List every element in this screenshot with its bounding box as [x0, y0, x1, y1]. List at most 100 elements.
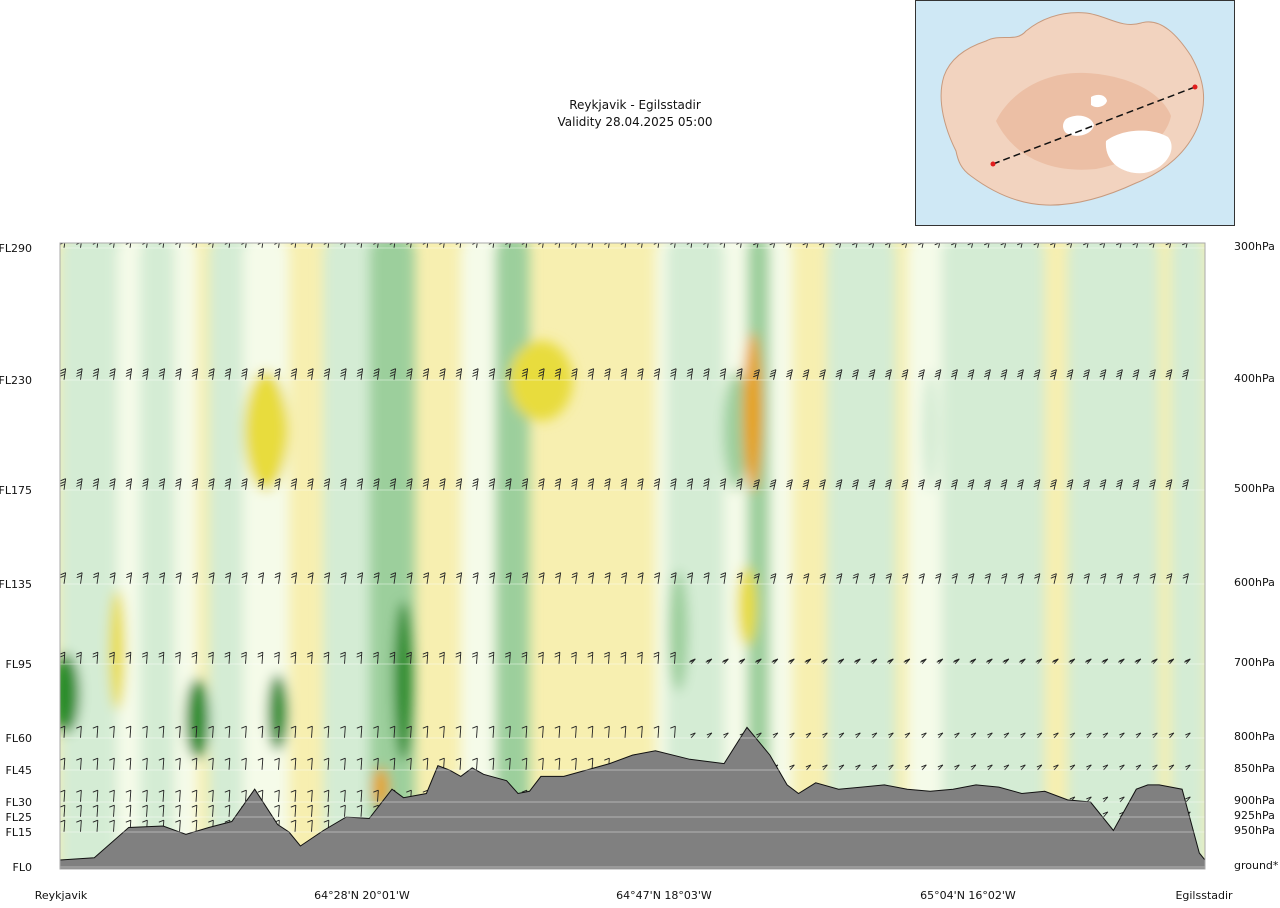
wind-barb: [620, 725, 627, 739]
wind-barb: [406, 478, 413, 491]
plot-frame: [59, 242, 1206, 870]
wind-barb: [356, 478, 364, 491]
wind-barb: [389, 725, 396, 739]
wind-barb: [224, 368, 232, 381]
wind-barb: [158, 804, 165, 818]
wind-barb: [1152, 764, 1158, 771]
wind-barb: [290, 725, 297, 739]
wind-barb: [902, 573, 909, 585]
wind-barb: [604, 572, 611, 585]
wind-barb: [290, 368, 298, 381]
wind-barb: [1017, 573, 1024, 585]
wind-barb: [835, 369, 843, 381]
wind-barb: [340, 725, 346, 739]
wind-barb: [968, 573, 975, 585]
wind-barb: [934, 479, 942, 491]
y-left-tick-label: FL45: [6, 764, 32, 777]
wind-barb: [753, 369, 760, 381]
wind-barb: [903, 658, 911, 665]
wind-barb: [92, 651, 99, 665]
wind-barb: [224, 725, 231, 739]
wind-barb: [455, 725, 462, 739]
wind-barb: [805, 732, 812, 739]
route-map: [915, 0, 1235, 226]
wind-barb: [934, 369, 942, 381]
wind-barb: [870, 658, 878, 665]
wind-barb: [75, 651, 82, 665]
wind-barb: [125, 478, 133, 491]
wind-barb: [92, 478, 100, 491]
wind-barb: [1118, 658, 1125, 665]
wind-barb: [257, 478, 265, 491]
wind-barb: [455, 368, 463, 381]
wind-barb: [406, 725, 412, 739]
wind-barb: [92, 819, 99, 833]
wind-barb: [1017, 369, 1024, 381]
wind-barb: [587, 725, 594, 739]
wind-barb: [241, 789, 247, 803]
motion-band: [941, 243, 1045, 869]
wind-barb: [670, 368, 677, 381]
wind-barb: [340, 478, 347, 491]
x-tick-label: 65°04'N 16°02'W: [920, 889, 1016, 902]
wind-barb: [918, 479, 925, 491]
wind-barb: [803, 573, 810, 585]
wind-barb: [686, 478, 694, 491]
motion-core: [60, 653, 80, 734]
wind-barb: [1086, 732, 1092, 739]
y-left-tick-label: FL95: [6, 658, 32, 671]
wind-barb: [1185, 764, 1191, 771]
wind-barb: [240, 651, 247, 665]
motion-core: [742, 332, 763, 493]
wind-barb: [108, 651, 115, 665]
wind-barb: [307, 368, 314, 381]
wind-barb: [439, 368, 446, 381]
wind-barb: [471, 651, 478, 665]
wind-barb: [208, 804, 214, 818]
wind-barb: [208, 757, 214, 771]
wind-barb: [241, 725, 247, 739]
wind-barb: [290, 478, 298, 491]
wind-barb: [986, 658, 993, 665]
wind-barb: [1167, 658, 1175, 665]
wind-barb: [603, 651, 610, 665]
wind-barb: [1086, 764, 1092, 771]
x-tick-label: Egilsstadir: [1175, 889, 1233, 902]
wind-barb: [722, 658, 729, 665]
wind-barb: [324, 572, 331, 585]
wind-barb: [472, 725, 478, 739]
wind-barb: [522, 572, 529, 585]
wind-barb: [1033, 479, 1041, 491]
wind-barb: [1020, 764, 1026, 771]
wind-barb: [60, 368, 67, 381]
wind-barb: [1033, 369, 1041, 381]
y-right-tick-label: 950hPa: [1234, 824, 1275, 837]
wind-barb: [191, 651, 198, 665]
wind-barb: [109, 789, 115, 803]
wind-barb: [984, 479, 991, 491]
wind-barb: [901, 479, 909, 491]
wind-barb: [1132, 369, 1140, 381]
wind-barb: [92, 368, 100, 381]
wind-barb: [109, 572, 116, 585]
wind-barb: [703, 572, 710, 585]
motion-band: [1067, 243, 1160, 869]
wind-barb: [257, 725, 264, 739]
y-right-tick-label: 900hPa: [1234, 794, 1275, 807]
y-right-tick-label: 925hPa: [1234, 809, 1275, 822]
wind-barb: [175, 819, 181, 833]
wind-barb: [1116, 573, 1123, 585]
y-left-tick-label: FL230: [0, 374, 32, 387]
wind-barb: [1101, 658, 1109, 665]
wind-barb: [307, 804, 313, 818]
wind-barb: [570, 651, 577, 665]
wind-barb: [521, 757, 528, 771]
wind-barb: [805, 764, 812, 771]
wind-barb: [987, 764, 993, 771]
wind-barb: [323, 757, 330, 771]
wind-barb: [822, 764, 828, 771]
wind-barb: [687, 572, 694, 585]
wind-barb: [505, 757, 511, 771]
wind-barb: [1020, 732, 1026, 739]
